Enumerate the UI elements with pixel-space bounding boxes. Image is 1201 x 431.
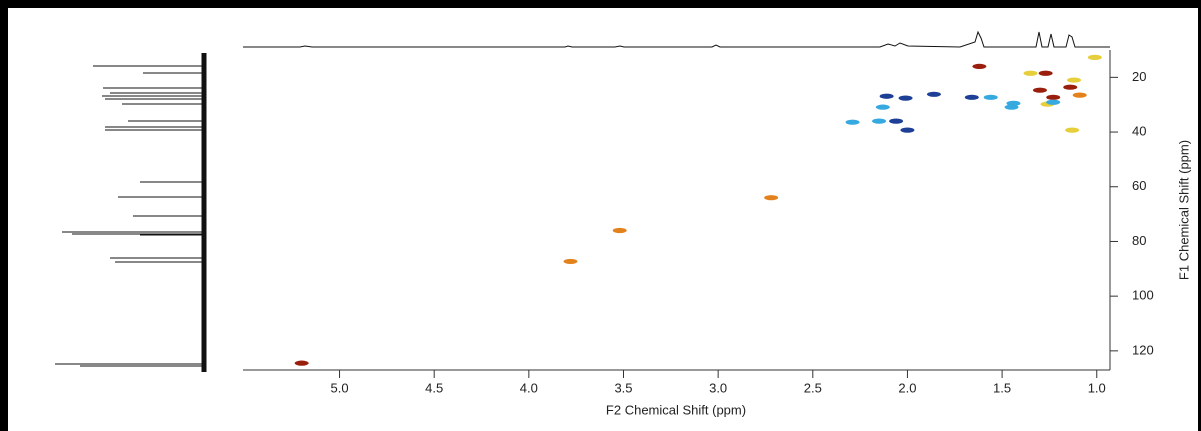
cross-peak bbox=[926, 91, 941, 97]
cross-peak bbox=[1046, 94, 1061, 100]
x-tick-label: 5.0 bbox=[331, 380, 349, 395]
cross-peak bbox=[1032, 87, 1047, 93]
cross-peak bbox=[563, 258, 578, 265]
cross-peak bbox=[1038, 70, 1053, 76]
x-tick-label: 4.0 bbox=[520, 380, 538, 395]
x-tick-label: 3.0 bbox=[709, 380, 727, 395]
y-tick-label: 60 bbox=[1132, 178, 1146, 193]
cross-peak bbox=[612, 227, 627, 234]
cross-peak bbox=[1004, 104, 1019, 110]
cross-peak bbox=[294, 360, 309, 366]
cross-peak bbox=[889, 118, 904, 124]
cross-peak bbox=[1072, 92, 1087, 98]
x-tick-label: 4.5 bbox=[425, 380, 443, 395]
y-tick-label: 40 bbox=[1132, 123, 1146, 138]
cross-peak bbox=[1067, 77, 1082, 83]
cross-peak bbox=[872, 118, 887, 124]
cross-peak bbox=[1046, 99, 1061, 105]
y-tick-label: 120 bbox=[1132, 342, 1154, 357]
cross-peak bbox=[900, 127, 915, 133]
x-tick-label: 2.0 bbox=[898, 380, 916, 395]
f2-projection bbox=[243, 30, 1110, 48]
f1-projection bbox=[55, 53, 206, 372]
cross-peak bbox=[764, 195, 779, 201]
cross-peak bbox=[964, 94, 979, 100]
cross-peak bbox=[845, 119, 860, 125]
cross-peak bbox=[1087, 54, 1102, 60]
cross-peak bbox=[875, 104, 890, 110]
cross-peak bbox=[983, 94, 998, 100]
x-tick-label: 1.5 bbox=[993, 380, 1011, 395]
x-tick-label: 2.5 bbox=[804, 380, 822, 395]
cross-peak bbox=[898, 95, 913, 101]
cross-peak bbox=[972, 63, 987, 70]
y-tick-label: 20 bbox=[1132, 69, 1146, 84]
x-axis-label: F2 Chemical Shift (ppm) bbox=[606, 402, 746, 417]
cross-peak bbox=[1063, 84, 1078, 90]
y-tick-label: 100 bbox=[1132, 288, 1154, 303]
y-axis-label: F1 Chemical Shift (ppm) bbox=[1176, 140, 1191, 280]
cross-peak bbox=[879, 93, 894, 99]
cross-peak bbox=[1065, 127, 1080, 133]
x-tick-label: 1.0 bbox=[1088, 380, 1106, 395]
y-tick-label: 80 bbox=[1132, 233, 1146, 248]
cross-peak bbox=[1023, 70, 1038, 76]
x-tick-label: 3.5 bbox=[614, 380, 632, 395]
